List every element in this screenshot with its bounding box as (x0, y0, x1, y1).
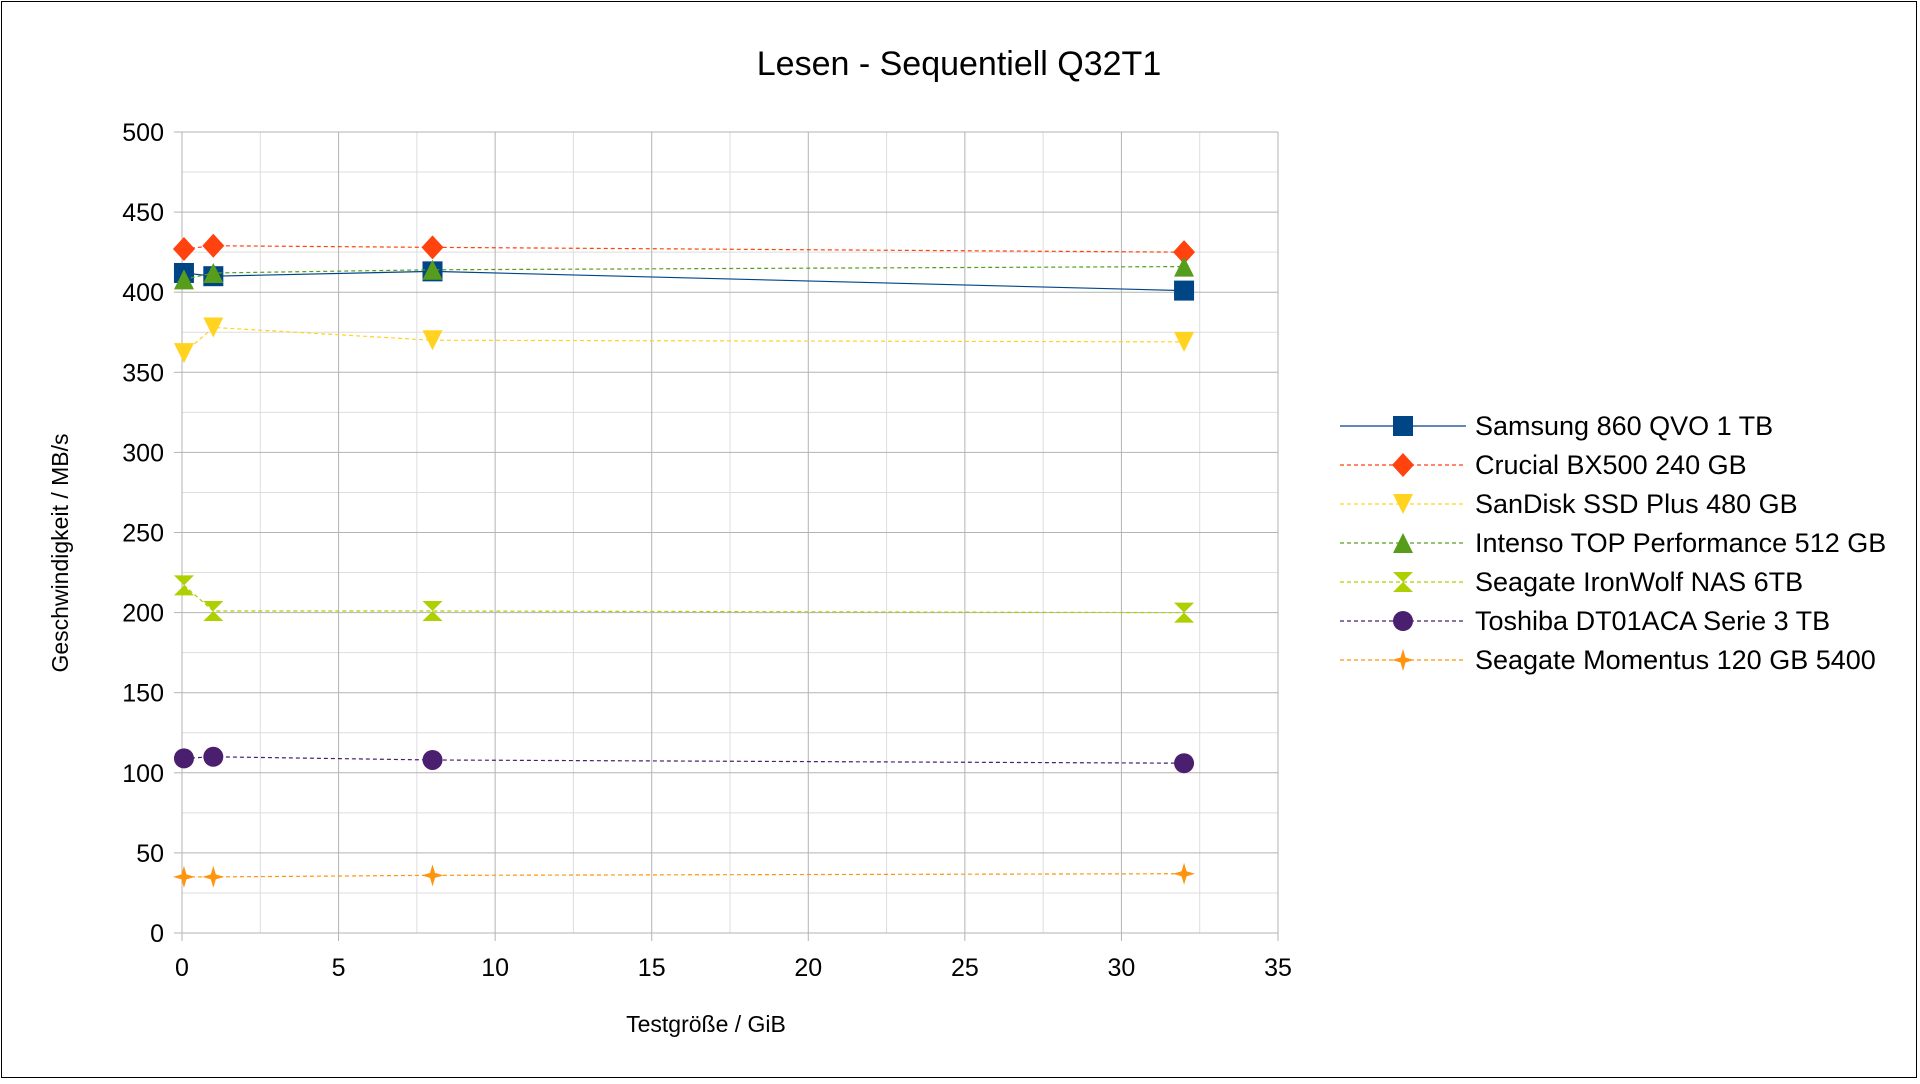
x-tick-label: 10 (481, 954, 509, 982)
data-point (203, 262, 224, 283)
legend-entry-7: Seagate Momentus 120 GB 5400 (1340, 645, 1876, 675)
legend-marker (1392, 453, 1414, 477)
x-tick-label: 30 (1108, 954, 1136, 982)
series-line (183, 270, 1185, 292)
series-6 (173, 746, 1195, 774)
data-point (421, 235, 444, 260)
y-tick-label: 400 (122, 279, 164, 307)
legend-label: Samsung 860 QVO 1 TB (1475, 411, 1773, 441)
series-5 (173, 575, 1195, 623)
x-tick-label: 35 (1264, 954, 1292, 982)
series-7 (172, 862, 1196, 888)
chart-title: Lesen - Sequentiell Q32T1 (757, 45, 1161, 83)
y-tick-label: 100 (122, 760, 164, 788)
legend-entry-4: Intenso TOP Performance 512 GB (1340, 528, 1886, 558)
x-tick-label: 15 (638, 954, 666, 982)
legend-label: Seagate IronWolf NAS 6TB (1475, 567, 1803, 597)
y-tick-label: 300 (122, 439, 164, 467)
data-point (422, 330, 443, 351)
series-layer (172, 233, 1196, 888)
data-point (173, 748, 194, 769)
data-point (173, 575, 194, 596)
data-point (173, 343, 194, 364)
legend-entry-2: Crucial BX500 240 GB (1340, 450, 1747, 480)
data-point (203, 746, 224, 767)
legend-marker (1393, 572, 1413, 592)
legend-entry-6: Toshiba DT01ACA Serie 3 TB (1340, 606, 1830, 636)
legend-marker (1393, 494, 1413, 514)
y-axis-label: Geschwindigkeit / MB/s (47, 433, 73, 672)
data-point (172, 865, 195, 888)
data-point (173, 269, 194, 290)
y-tick-label: 200 (122, 600, 164, 628)
legend-label: Intenso TOP Performance 512 GB (1475, 528, 1886, 558)
axes: 0 5 10 15 20 25 30 3505010015020025030035040045… (122, 119, 1292, 982)
legend-marker (1393, 611, 1413, 631)
data-point (1174, 256, 1195, 277)
series-line (183, 873, 1185, 878)
legend-label: SanDisk SSD Plus 480 GB (1475, 489, 1798, 519)
legend-entry-5: Seagate IronWolf NAS 6TB (1340, 567, 1803, 597)
legend-marker (1393, 533, 1413, 553)
data-point (203, 600, 224, 621)
data-point (422, 749, 443, 770)
data-point (422, 259, 443, 280)
legend-entry-1: Samsung 860 QVO 1 TB (1340, 411, 1773, 441)
data-point (1173, 862, 1196, 885)
x-tick-label: 0 (175, 954, 189, 982)
data-point (203, 317, 224, 338)
legend: Samsung 860 QVO 1 TB Crucial BX500 240 GB… (1340, 411, 1886, 675)
data-point (1174, 331, 1195, 352)
y-tick-label: 50 (136, 840, 164, 868)
y-tick-label: 350 (122, 359, 164, 387)
data-point (1173, 240, 1196, 265)
data-point (422, 600, 443, 621)
data-point (202, 865, 225, 888)
data-point (1174, 753, 1195, 774)
x-tick-label: 5 (332, 954, 346, 982)
grid (181, 131, 1279, 934)
series-4 (173, 256, 1195, 290)
y-tick-label: 150 (122, 680, 164, 708)
series-line (183, 265, 1185, 280)
x-axis-label: Testgröße / GiB (626, 1011, 786, 1037)
legend-entry-3: SanDisk SSD Plus 480 GB (1340, 489, 1798, 519)
data-point (172, 236, 195, 261)
legend-marker (1393, 416, 1413, 436)
series-2 (172, 233, 1196, 265)
data-point (1174, 602, 1195, 623)
data-point (1174, 280, 1195, 301)
legend-label: Seagate Momentus 120 GB 5400 (1475, 645, 1876, 675)
y-tick-label: 500 (122, 119, 164, 147)
legend-label: Crucial BX500 240 GB (1475, 450, 1747, 480)
series-line (183, 245, 1185, 253)
y-tick-label: 0 (150, 920, 164, 948)
y-tick-label: 450 (122, 199, 164, 227)
data-point (202, 233, 225, 258)
data-point (421, 864, 444, 887)
x-tick-label: 20 (794, 954, 822, 982)
legend-marker (1392, 649, 1414, 671)
x-tick-label: 25 (951, 954, 979, 982)
series-line (183, 584, 1185, 614)
series-3 (173, 317, 1195, 364)
legend-label: Toshiba DT01ACA Serie 3 TB (1475, 606, 1830, 636)
series-line (183, 756, 1185, 764)
series-line (183, 326, 1185, 354)
y-tick-label: 250 (122, 520, 164, 548)
